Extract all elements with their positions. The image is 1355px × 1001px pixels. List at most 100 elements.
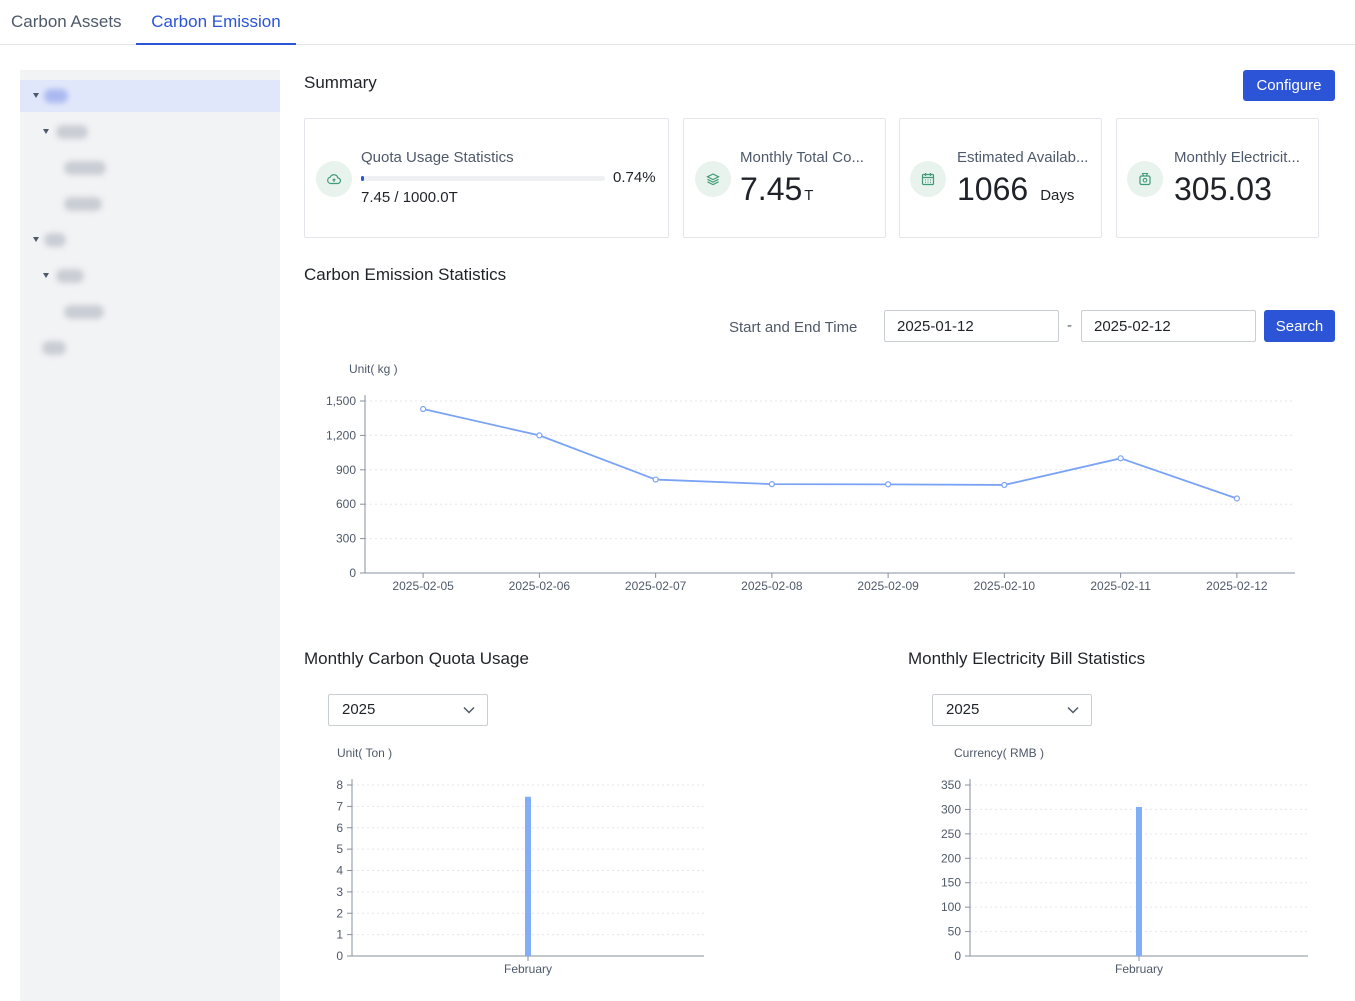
x-tick-label: 2025-02-11 xyxy=(1090,579,1151,593)
money-bag-icon xyxy=(1127,161,1163,197)
tab-carbon-emission[interactable]: Carbon Emission xyxy=(136,0,296,45)
y-tick-label: 350 xyxy=(941,778,961,792)
y-tick-label: 200 xyxy=(941,851,961,865)
tree-node[interactable] xyxy=(20,188,280,220)
configure-button[interactable]: Configure xyxy=(1243,70,1335,101)
x-tick-label: 2025-02-06 xyxy=(509,579,571,593)
tree-node-label xyxy=(64,161,106,175)
y-tick-label: 0 xyxy=(954,949,961,963)
monthly-electricity-label: Monthly Electricit... xyxy=(1174,149,1300,166)
quota-year-select[interactable]: 2025 xyxy=(328,694,488,726)
caret-down-icon[interactable] xyxy=(33,93,39,98)
tree-node[interactable] xyxy=(20,80,280,112)
electricity-year-select[interactable]: 2025 xyxy=(932,694,1092,726)
calendar-icon xyxy=(910,161,946,197)
tree-node[interactable] xyxy=(20,152,280,184)
y-tick-label: 50 xyxy=(948,925,962,939)
tree-node[interactable] xyxy=(20,332,280,364)
bar xyxy=(525,796,531,956)
date-separator: - xyxy=(1067,317,1072,334)
x-tick-label: 2025-02-09 xyxy=(857,579,919,593)
caret-down-icon[interactable] xyxy=(43,273,49,278)
quota-bar-chart: Unit( Ton ) 0 1 2 3 4 5 6 7 8 February xyxy=(336,746,704,976)
y-tick-label: 0 xyxy=(349,566,356,580)
monthly-total-unit: T xyxy=(804,187,814,204)
tab-carbon-assets[interactable]: Carbon Assets xyxy=(11,12,122,31)
x-tick-label: 2025-02-10 xyxy=(974,579,1036,593)
chart-unit-label: Unit( kg ) xyxy=(349,362,398,376)
data-point xyxy=(885,481,892,488)
y-tick-label: 600 xyxy=(336,497,356,511)
end-date-input[interactable] xyxy=(1081,310,1256,342)
bar xyxy=(1136,806,1142,956)
chart-unit-label: Unit( Ton ) xyxy=(337,746,392,760)
tree-node-label xyxy=(42,341,66,355)
tree-node-label xyxy=(56,125,88,139)
y-tick-label: 6 xyxy=(336,821,343,835)
y-tick-label: 4 xyxy=(336,864,343,878)
monthly-electricity-value: 305.03 xyxy=(1174,171,1272,207)
estimated-available-label: Estimated Availab... xyxy=(957,149,1089,166)
y-tick-label: 3 xyxy=(336,885,343,899)
estimated-available-card: Estimated Availab... 1066 Days xyxy=(899,118,1102,238)
quota-usage-title: Monthly Carbon Quota Usage xyxy=(304,649,529,668)
y-tick-label: 1,500 xyxy=(326,394,356,408)
estimated-available-value: 1066 Days xyxy=(957,171,1075,207)
data-point xyxy=(1117,455,1124,462)
emission-line-chart: Unit( kg ) 0 300 600 900 1,200 1,500 2025-02-05… xyxy=(326,362,1295,593)
summary-title: Summary xyxy=(304,73,377,92)
monthly-total-card: Monthly Total Co... 7.45 T xyxy=(683,118,886,238)
electricity-bill-title: Monthly Electricity Bill Statistics xyxy=(908,649,1146,668)
data-point xyxy=(768,481,775,488)
x-tick-label: 2025-02-12 xyxy=(1206,579,1268,593)
tree-node[interactable] xyxy=(20,296,280,328)
y-tick-label: 5 xyxy=(336,842,343,856)
tree-node-label xyxy=(44,233,66,247)
quota-progress-bar xyxy=(361,176,605,181)
date-range-label: Start and End Time xyxy=(729,319,858,336)
y-tick-label: 0 xyxy=(336,949,343,963)
estimated-available-unit: Days xyxy=(1040,187,1075,204)
emission-stats-title: Carbon Emission Statistics xyxy=(304,265,507,284)
tree-node[interactable] xyxy=(20,260,280,292)
data-point xyxy=(1001,481,1008,489)
tree-node-label xyxy=(64,197,102,211)
x-tick-label: February xyxy=(1115,962,1163,976)
quota-usage-label: Quota Usage Statistics xyxy=(361,149,514,166)
chevron-down-icon xyxy=(1067,706,1079,714)
org-tree-sidebar xyxy=(20,70,280,1001)
tree-node-label xyxy=(64,305,104,319)
y-tick-label: 150 xyxy=(941,876,961,890)
layers-icon xyxy=(695,161,731,197)
monthly-total-label: Monthly Total Co... xyxy=(740,149,864,166)
series-line xyxy=(422,408,1238,500)
tree-node[interactable] xyxy=(20,224,280,256)
caret-down-icon[interactable] xyxy=(43,129,49,134)
caret-down-icon[interactable] xyxy=(33,237,39,242)
tree-node[interactable] xyxy=(20,116,280,148)
tree-node-label xyxy=(44,89,68,103)
cloud-icon xyxy=(316,161,352,197)
y-tick-label: 900 xyxy=(336,463,356,477)
tab-bar: Carbon Assets Carbon Emission xyxy=(0,0,1355,45)
x-tick-label: 2025-02-07 xyxy=(625,579,687,593)
y-tick-label: 1,200 xyxy=(326,428,356,442)
quota-year-value: 2025 xyxy=(342,701,376,718)
y-tick-label: 100 xyxy=(941,900,961,914)
y-tick-label: 8 xyxy=(336,778,343,792)
y-tick-label: 300 xyxy=(336,532,356,546)
y-tick-label: 1 xyxy=(336,928,343,942)
x-tick-label: February xyxy=(504,962,552,976)
y-tick-label: 250 xyxy=(941,827,961,841)
quota-usage-card: Quota Usage Statistics 0.74% 7.45 / 1000… xyxy=(304,118,669,238)
monthly-total-value: 7.45 T xyxy=(740,171,814,207)
y-tick-label: 300 xyxy=(941,802,961,816)
data-point xyxy=(420,405,427,413)
tree-node-label xyxy=(56,269,84,283)
x-tick-label: 2025-02-05 xyxy=(392,579,454,593)
data-point xyxy=(652,476,659,483)
start-date-input[interactable] xyxy=(884,310,1059,342)
chevron-down-icon xyxy=(463,706,475,714)
quota-usage-value: 7.45 / 1000.0T xyxy=(361,189,458,206)
search-button[interactable]: Search xyxy=(1264,310,1335,342)
